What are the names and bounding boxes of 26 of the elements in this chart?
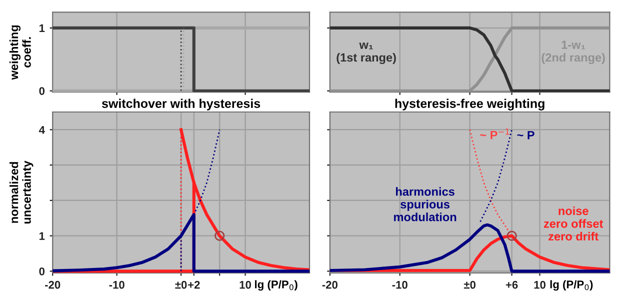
y-axis-title: weighting coeff.	[9, 25, 31, 80]
y-tick-label: 1	[39, 24, 45, 32]
y-tick-label: 4	[38, 126, 45, 134]
series-label: ~ P	[517, 131, 534, 140]
y-tick-label: 1	[39, 232, 45, 240]
y-tick-label: 0	[39, 267, 45, 276]
x-tick-label: 10	[240, 280, 252, 289]
x-tick-label: -10	[392, 280, 408, 289]
x-tick-label: ±0	[464, 280, 476, 289]
x-tick-label: 10	[534, 280, 546, 289]
series-label: ~ P$^{−1}$	[480, 128, 510, 140]
x-tick-label: +6	[506, 280, 518, 289]
series-label: noise zero offset zero drift	[544, 206, 604, 241]
y-tick-label: 0	[39, 87, 45, 95]
x-axis-title: lg (P/P$_{0}$)	[255, 280, 298, 291]
y-axis-title: normalized uncertainty	[10, 160, 34, 224]
series-label: w₁ (1st range)	[336, 42, 396, 64]
series-label: harmonics spurious modulation	[394, 187, 456, 222]
x-tick-label: -20	[45, 280, 60, 289]
chart-title: hysteresis-free weighting	[395, 98, 544, 110]
x-axis-title: lg (P/P$_{0}$)	[550, 280, 593, 291]
x-tick-label: -10	[109, 280, 124, 289]
x-tick-label: -20	[322, 280, 338, 289]
x-tick-label: ±0	[175, 280, 187, 289]
x-tick-label: +2	[188, 280, 200, 289]
chart-title: switchover with hysteresis	[102, 98, 260, 110]
